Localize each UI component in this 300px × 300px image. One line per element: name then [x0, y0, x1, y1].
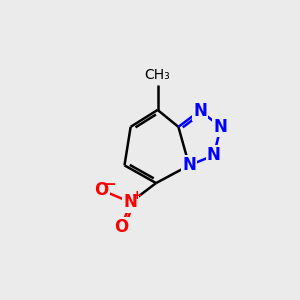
Text: N: N [124, 193, 138, 211]
Text: N: N [207, 146, 221, 164]
Text: N: N [182, 156, 196, 174]
Text: CH₃: CH₃ [145, 68, 170, 82]
Text: N: N [193, 102, 207, 120]
Text: O: O [114, 218, 128, 236]
Text: N: N [214, 118, 228, 136]
Text: +: + [132, 189, 142, 203]
Text: −: − [103, 177, 116, 192]
Text: O: O [94, 181, 109, 199]
